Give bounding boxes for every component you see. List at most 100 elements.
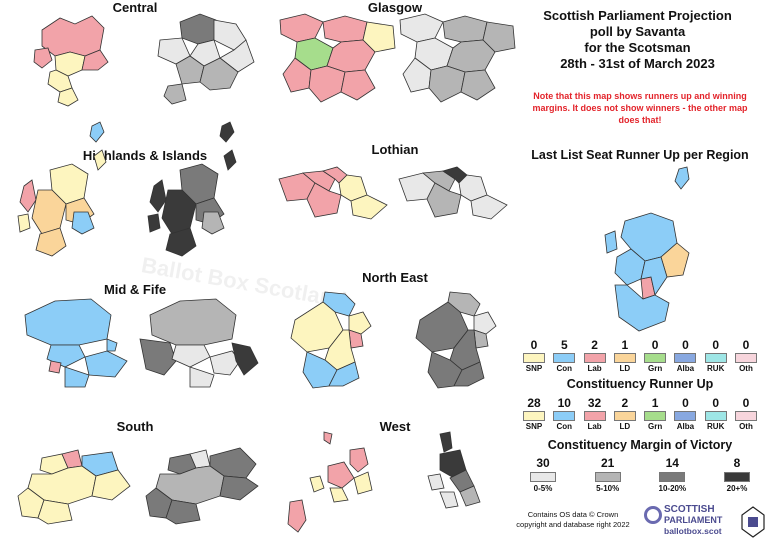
note-text: Note that this map shows runners up and … xyxy=(532,91,748,125)
legend-label: Lab xyxy=(587,422,602,431)
central-margin-map xyxy=(157,13,255,105)
legend-value: 1 xyxy=(651,396,659,410)
legend-value: 5 xyxy=(560,338,568,352)
region-title-west: West xyxy=(379,419,411,434)
legend-value: 0 xyxy=(682,396,689,410)
ballot-box-scotland-badge-icon xyxy=(741,506,765,538)
margin-swatch xyxy=(530,472,556,482)
south-margin-map xyxy=(145,447,259,525)
legend-value: 0 xyxy=(651,338,659,352)
legend-swatch xyxy=(674,411,697,421)
legend-cell-lab: 2 Lab xyxy=(581,338,609,374)
region-title-midfife: Mid & Fife xyxy=(103,282,167,297)
legend-label: Con xyxy=(556,422,573,431)
legend-cell-snp: 0 SNP xyxy=(520,338,548,374)
west-runner-up-map xyxy=(287,431,373,533)
midfife-margin-map xyxy=(139,298,259,388)
legend-cell-ld: 2 LD xyxy=(611,396,639,432)
lothian-runner-up-map xyxy=(278,166,388,220)
legend-cell-con: 5 Con xyxy=(550,338,578,374)
midfife-runner-up-map xyxy=(24,298,128,388)
legend-cell-lab: 32 Lab xyxy=(581,396,609,432)
legend-cell-ruk: 0 RUK xyxy=(702,338,730,374)
credit-line-1: Contains OS data © Crown xyxy=(527,510,619,519)
legend-value: 0 xyxy=(742,338,750,352)
legend-cell-alba: 0 Alba xyxy=(671,396,699,432)
legend-swatch xyxy=(644,411,667,421)
central-runner-up-map xyxy=(33,15,109,107)
margin-cell-10-20: 14 10-20% xyxy=(649,456,695,493)
legend-cell-grn: 0 Grn xyxy=(641,338,669,374)
logo-line-1: SCOTTISH xyxy=(664,504,715,515)
region-title-lothian: Lothian xyxy=(371,142,419,157)
legend-value: 1 xyxy=(621,338,629,352)
legend-swatch xyxy=(523,353,545,363)
logo-line-3: ballotbox.scot xyxy=(664,526,722,536)
glasgow-runner-up-map xyxy=(279,13,396,103)
logo-line-2: PARLIAMENT xyxy=(664,515,723,525)
margin-cell-0-5: 30 0-5% xyxy=(520,456,566,493)
legend-label: RUK xyxy=(707,422,725,431)
margin-label: 20+% xyxy=(726,484,748,493)
os-credit: Contains OS data © Crown copyright and d… xyxy=(508,510,638,530)
legend-label: LD xyxy=(619,422,631,431)
margin-heading: Constituency Margin of Victory xyxy=(547,438,733,452)
legend-label: Lab xyxy=(587,364,602,373)
legend-swatch xyxy=(704,353,727,363)
legend-cell-oth: 0 Oth xyxy=(732,338,760,374)
legend-swatch xyxy=(734,411,757,421)
legend-cell-alba: 0 Alba xyxy=(671,338,699,374)
margin-swatch xyxy=(723,472,750,482)
margin-value: 14 xyxy=(665,456,679,470)
list-runner-up-heading: Last List Seat Runner Up per Region xyxy=(531,148,749,162)
legend-label: LD xyxy=(619,364,631,373)
legend-value: 0 xyxy=(712,338,720,352)
legend-label: Grn xyxy=(648,364,663,373)
legend-value: 28 xyxy=(527,396,541,410)
legend-swatch xyxy=(704,411,727,421)
legend-swatch xyxy=(553,353,576,363)
constituency-runner-up-heading: Constituency Runner Up xyxy=(566,377,714,391)
scotland-list-runner-up-map xyxy=(604,166,690,332)
region-title-south: South xyxy=(116,419,154,434)
margin-swatch xyxy=(594,472,621,482)
legend-value: 0 xyxy=(682,338,689,352)
legend-cell-ld: 1 LD xyxy=(611,338,639,374)
legend-swatch xyxy=(613,353,636,363)
legend-label: Oth xyxy=(739,364,753,373)
west-margin-map xyxy=(427,431,481,509)
legend-label: SNP xyxy=(525,364,543,373)
constituency-runner-up-legend: 28 SNP 10 Con 32 Lab 2 LD 1 Grn 0 Alba 0 RUK 0 O… xyxy=(520,396,760,432)
credit-line-2: copyright and database right 2022 xyxy=(516,520,630,529)
legend-value: 2 xyxy=(621,396,629,410)
legend-cell-snp: 28 SNP xyxy=(520,396,548,432)
title-line-1: Scottish Parliament Projection xyxy=(543,8,732,23)
legend-label: SNP xyxy=(525,422,543,431)
title-line-3: for the Scotsman xyxy=(584,40,691,55)
highlands-runner-up-map xyxy=(17,121,107,257)
margin-cell-5-10: 21 5-10% xyxy=(585,456,631,493)
south-runner-up-map xyxy=(17,449,131,525)
legend-swatch xyxy=(583,353,606,363)
margin-label: 5-10% xyxy=(596,484,620,493)
legend-swatch xyxy=(674,353,697,363)
margin-value: 8 xyxy=(733,456,741,470)
legend-swatch xyxy=(583,411,606,421)
margin-swatch xyxy=(659,472,686,482)
legend-swatch xyxy=(644,353,667,363)
legend-cell-ruk: 0 RUK xyxy=(702,396,730,432)
legend-label: Alba xyxy=(676,364,695,373)
region-title-northeast: North East xyxy=(362,270,428,285)
legend-value: 2 xyxy=(591,338,598,352)
legend-value: 0 xyxy=(742,396,750,410)
legend-value: 10 xyxy=(557,396,571,410)
title-line-4: 28th - 31st of March 2023 xyxy=(560,56,715,71)
parliament-logo-icon xyxy=(644,506,662,524)
legend-label: Oth xyxy=(739,422,753,431)
margin-value: 21 xyxy=(600,456,615,470)
highlands-margin-map xyxy=(147,121,237,257)
northeast-margin-map xyxy=(415,291,497,389)
margin-label: 0-5% xyxy=(533,484,553,493)
region-title-highlands: Highlands & Islands xyxy=(82,148,208,163)
legend-swatch xyxy=(523,411,545,421)
